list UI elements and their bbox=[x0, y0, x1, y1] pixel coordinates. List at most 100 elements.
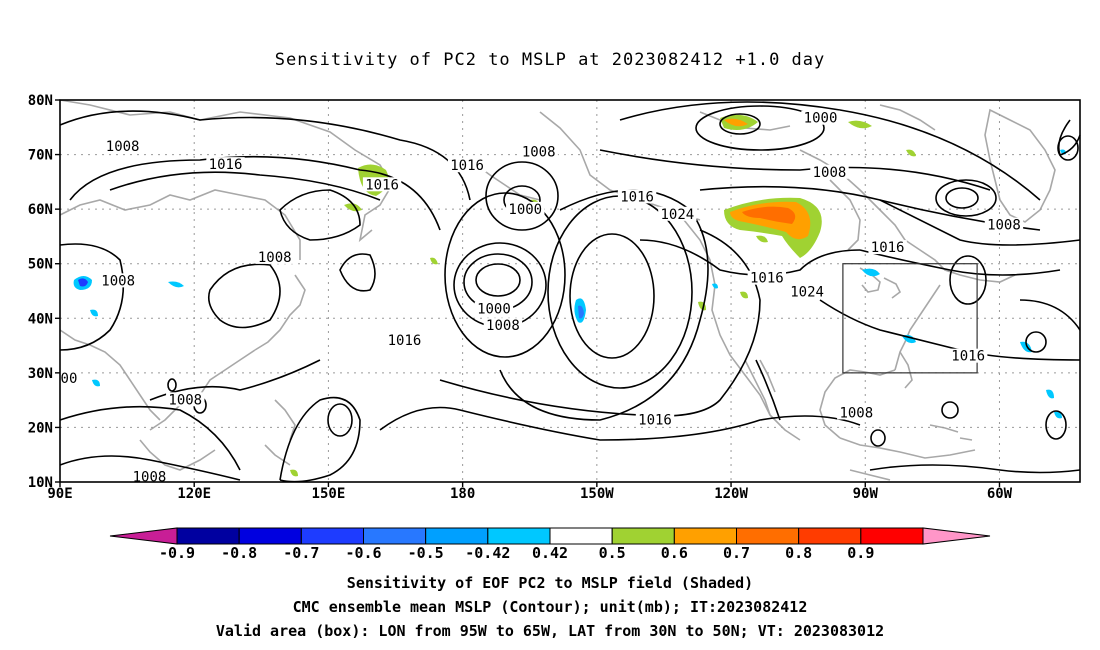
contour-label-bg bbox=[787, 284, 827, 299]
shade-patch bbox=[92, 379, 100, 387]
shade-patch bbox=[90, 309, 98, 317]
contour-label: 1016 bbox=[450, 158, 484, 174]
shade-patch bbox=[344, 203, 362, 212]
contour-label: 1008 bbox=[839, 405, 873, 421]
lat-label: 70N bbox=[28, 148, 53, 164]
lat-label: 10N bbox=[28, 475, 53, 491]
contour-label-bg bbox=[837, 405, 876, 420]
lon-label: 180 bbox=[450, 486, 475, 502]
contour-label: 1024 bbox=[790, 284, 824, 300]
contour-label: 1016 bbox=[209, 157, 243, 173]
contour-label-bg bbox=[635, 412, 675, 427]
contour-label-bg bbox=[103, 139, 142, 154]
colorbar-tick-label: -0.5 bbox=[408, 544, 444, 562]
lat-label: 30N bbox=[28, 366, 53, 382]
colorbar-low-arrow bbox=[109, 527, 178, 545]
colorbar-box bbox=[860, 527, 924, 545]
colorbar-box bbox=[363, 527, 427, 545]
contour-label-bg bbox=[506, 201, 545, 216]
lat-label: 50N bbox=[28, 257, 53, 273]
contour-label-bg bbox=[483, 318, 523, 333]
contour-label-bg bbox=[362, 177, 402, 192]
shade-patch bbox=[740, 291, 748, 299]
axis-ticks bbox=[55, 99, 1001, 487]
contour-label: 1024 bbox=[661, 207, 695, 223]
contour-label-bg bbox=[58, 371, 80, 386]
colorbar-box bbox=[798, 527, 862, 545]
colorbar-box bbox=[300, 527, 365, 545]
contour-label: 1008 bbox=[101, 273, 135, 289]
mslp-sensitivity-map: 1008101610161016100810001016102410001008… bbox=[28, 93, 1081, 502]
contour-labels: 1008101610161016100810001016102410001008… bbox=[58, 110, 1024, 485]
longitude-labels: 90E 120E 150E 180 150W 120W 90W 60W bbox=[47, 486, 1012, 502]
caption-line-1: Sensitivity of EOF PC2 to MSLP field (Sh… bbox=[346, 574, 754, 592]
contour-label-bg bbox=[747, 270, 787, 285]
colorbar-tick-label: 0.6 bbox=[661, 544, 688, 562]
contour-label: 1016 bbox=[871, 240, 905, 256]
contour-label: 00 bbox=[61, 371, 78, 387]
shade-patch bbox=[1046, 389, 1054, 399]
caption-line-2: CMC ensemble mean MSLP (Contour); unit(m… bbox=[292, 598, 808, 616]
colorbar-tick-label: -0.7 bbox=[283, 544, 319, 562]
shade-patch bbox=[168, 281, 184, 288]
colorbar-tick-label: -0.6 bbox=[345, 544, 381, 562]
contour-label-bg bbox=[166, 392, 205, 407]
colorbar-box bbox=[736, 527, 800, 545]
contour-label-bg bbox=[984, 217, 1024, 232]
contour-label: 1008 bbox=[106, 139, 140, 155]
lon-label: 120W bbox=[714, 486, 748, 502]
contour-label-bg bbox=[447, 158, 487, 173]
contour-label: 1016 bbox=[638, 413, 672, 429]
lat-label: 20N bbox=[28, 420, 53, 436]
colorbar-tick-label: -0.42 bbox=[465, 544, 510, 562]
colorbar-box bbox=[611, 527, 675, 545]
shade-patch bbox=[756, 235, 768, 243]
contour-label: 1008 bbox=[522, 145, 556, 161]
shade-patch bbox=[78, 278, 88, 287]
lon-label: 90E bbox=[47, 486, 72, 502]
contour-label: 1000 bbox=[477, 302, 511, 318]
contour-label: 1008 bbox=[486, 318, 520, 334]
shade-patch bbox=[724, 118, 748, 127]
contour-label-bg bbox=[385, 332, 424, 347]
contour-label-bg bbox=[801, 110, 840, 125]
contour-label: 1016 bbox=[388, 333, 422, 349]
shade-patch bbox=[430, 257, 438, 265]
shade-patch bbox=[290, 469, 298, 477]
contour-label-bg bbox=[206, 157, 245, 172]
contour-label: 1016 bbox=[620, 189, 654, 205]
contour-label-bg bbox=[130, 469, 169, 484]
lon-label: 150W bbox=[580, 486, 614, 502]
contour-label-bg bbox=[658, 206, 697, 221]
contour-label: 1016 bbox=[750, 271, 784, 287]
contour-label: 1016 bbox=[951, 349, 985, 365]
contour-label-bg bbox=[617, 189, 657, 204]
contour-label-bg bbox=[810, 164, 849, 179]
lon-label: 150E bbox=[312, 486, 346, 502]
map-title: Sensitivity of PC2 to MSLP at 2023082412… bbox=[274, 50, 826, 70]
contour-label-bg bbox=[474, 301, 514, 316]
lon-label: 120E bbox=[177, 486, 211, 502]
colorbar-box bbox=[425, 527, 489, 545]
colorbar-tick-label: -0.8 bbox=[221, 544, 257, 562]
shade-patch bbox=[742, 206, 796, 224]
mslp-contours bbox=[59, 101, 1081, 483]
caption-line-3: Valid area (box): LON from 95W to 65W, L… bbox=[215, 622, 885, 640]
contour-label: 1008 bbox=[168, 392, 202, 408]
colorbar-tick-label: -0.9 bbox=[159, 544, 195, 562]
colorbar-box bbox=[673, 527, 737, 545]
lat-label: 60N bbox=[28, 202, 53, 218]
colorbar-box bbox=[487, 527, 551, 545]
contour-label: 1000 bbox=[804, 111, 838, 127]
colorbar-box bbox=[176, 527, 240, 545]
contour-label-bg bbox=[519, 144, 558, 159]
lat-label: 40N bbox=[28, 311, 53, 327]
colorbar-box bbox=[549, 527, 613, 545]
contour-label: 1016 bbox=[365, 177, 399, 193]
map-frame bbox=[59, 99, 1081, 483]
shade-patch bbox=[578, 305, 584, 319]
contour-label-bg bbox=[948, 348, 988, 363]
colorbar: -0.9 -0.8 -0.7 -0.6 -0.5 -0.42 0.42 0.5 0.6 0.7 0.… bbox=[109, 527, 991, 562]
colorbar-high-arrow bbox=[922, 527, 991, 545]
contour-label: 1000 bbox=[508, 202, 542, 218]
